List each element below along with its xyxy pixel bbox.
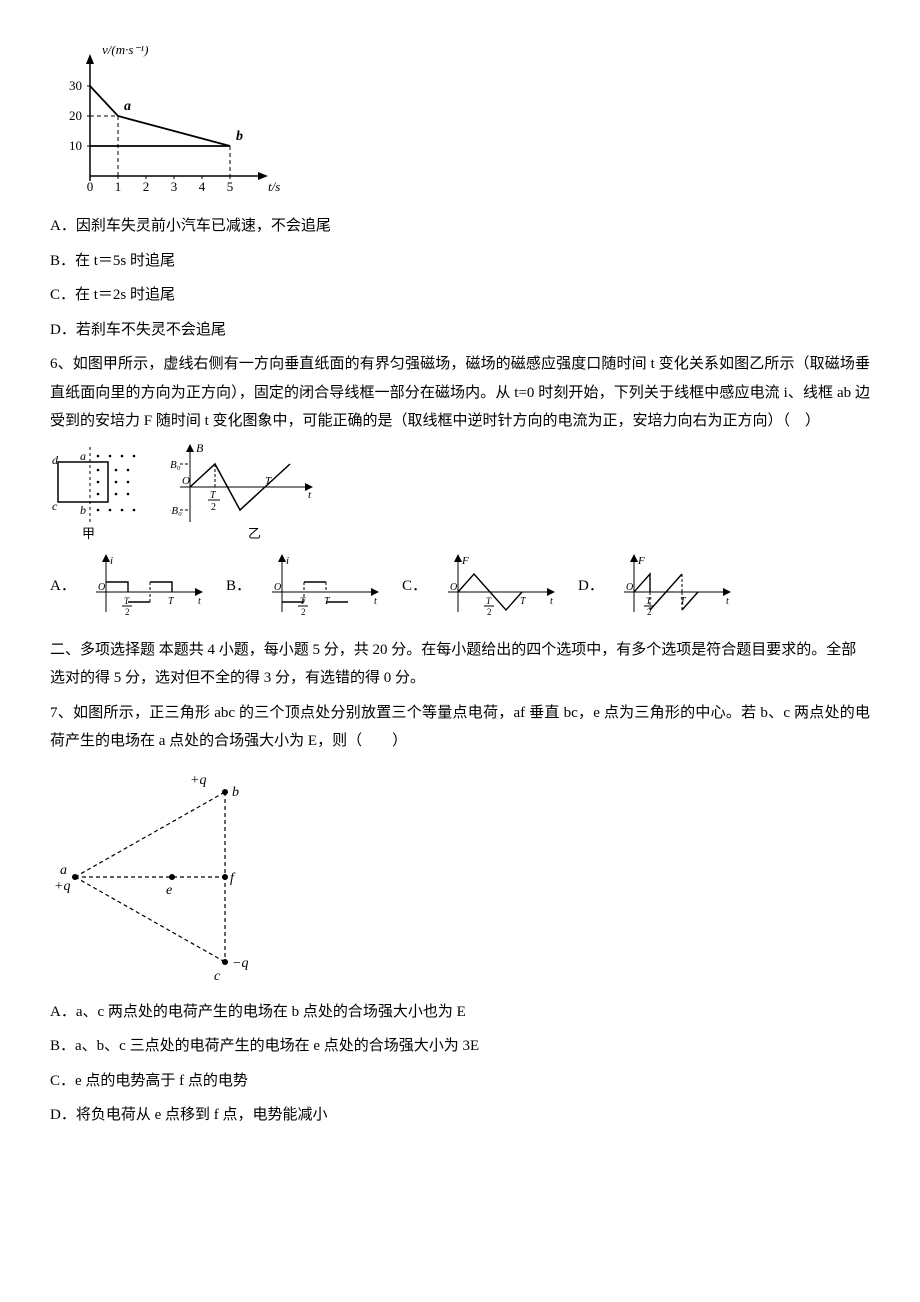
q5-xt2: 2 <box>143 179 150 194</box>
q6-opt-a: A． i O t T 2 T <box>50 552 208 622</box>
q7-lbl-e: e <box>166 883 172 898</box>
q6-stem: 6、如图甲所示，虚线右侧有一方向垂直纸面的有界匀强磁场，磁场的磁感应强度口随时间… <box>50 350 870 436</box>
svg-text:O: O <box>274 582 281 593</box>
q5-xlabel: t/s <box>268 179 280 194</box>
svg-text:T: T <box>486 596 492 606</box>
svg-text:t: t <box>374 596 377 607</box>
svg-text:T: T <box>300 596 306 606</box>
q7-lbl-b: b <box>232 785 239 800</box>
q5-xt5: 5 <box>227 179 234 194</box>
q6-opt-d-label: D． <box>578 572 606 601</box>
q6-options: A． i O t T 2 T B． <box>50 552 870 622</box>
q7-opt-b: B．a、b、c 三点处的电荷产生的电场在 e 点处的合场强大小为 3E <box>50 1032 870 1061</box>
svg-text:F: F <box>461 555 469 567</box>
svg-text:T: T <box>124 596 130 606</box>
q6-lbl-a: a <box>80 449 86 463</box>
q6-lbl-t: t <box>308 489 312 501</box>
q5-xt4: 4 <box>199 179 206 194</box>
q6-lbl-yi: 乙 <box>248 526 261 541</box>
q5-yt20: 20 <box>69 108 82 123</box>
q7-opt-d: D．将负电荷从 e 点移到 f 点，电势能减小 <box>50 1101 870 1130</box>
q6-lbl-B: B <box>196 442 204 455</box>
q7-lbl-f: f <box>230 871 236 886</box>
svg-text:T: T <box>168 596 175 607</box>
q5-opt-b: B．在 t＝5s 时追尾 <box>50 247 870 276</box>
q5-point-b: b <box>236 129 243 144</box>
svg-text:i: i <box>286 555 289 567</box>
q6-fig-yi: B B₀ −B₀ O T t T 2 乙 <box>170 442 320 542</box>
svg-text:t: t <box>550 596 553 607</box>
q5-opt-c: C．在 t＝2s 时追尾 <box>50 281 870 310</box>
svg-text:2: 2 <box>487 607 492 617</box>
q7-opt-c: C．e 点的电势高于 f 点的电势 <box>50 1067 870 1096</box>
svg-text:2: 2 <box>125 607 130 617</box>
q7-lbl-minusqc: −q <box>232 956 248 971</box>
q7-lbl-c: c <box>214 969 221 984</box>
q5-ylabel: v/(m·s⁻¹) <box>102 46 149 57</box>
svg-text:O: O <box>98 582 105 593</box>
svg-text:O: O <box>626 582 633 593</box>
q6-opt-c: C． F O t T 2 T <box>402 552 560 622</box>
svg-text:i: i <box>110 555 113 567</box>
q5-graph-svg: 10 20 30 0 1 2 3 4 5 v/(m·s⁻¹) t/s a b <box>50 46 280 206</box>
svg-text:2: 2 <box>211 502 216 513</box>
q6-opt-d: D． F O t T 2 T <box>578 552 736 622</box>
svg-text:O: O <box>450 582 457 593</box>
svg-text:2: 2 <box>647 607 652 617</box>
q6-lbl-jia: 甲 <box>82 526 95 541</box>
q5-opt-a: A．因刹车失灵前小汽车已减速，不会追尾 <box>50 212 870 241</box>
q6-opt-c-label: C． <box>402 572 430 601</box>
q7-lbl-plusqb: +q <box>190 773 206 788</box>
q5-xt3: 3 <box>171 179 178 194</box>
svg-text:t: t <box>726 596 729 607</box>
q6-lbl-B0p: B₀ <box>170 459 181 471</box>
svg-text:F: F <box>637 555 645 567</box>
q6-opt-a-label: A． <box>50 572 78 601</box>
q6-lbl-c: c <box>52 499 58 513</box>
q6-opt-b: B． i O t T 2 T <box>226 552 384 622</box>
q7-stem: 7、如图所示，正三角形 abc 的三个顶点处分别放置三个等量点电荷，af 垂直 … <box>50 699 870 756</box>
q5-yt30: 30 <box>69 78 82 93</box>
q5-xt0: 0 <box>87 179 94 194</box>
svg-text:T: T <box>646 596 652 606</box>
q7-lbl-a: a <box>60 863 67 878</box>
q6-lbl-O: O <box>182 475 190 487</box>
q6-figure-row: d a c b 甲 B B₀ −B₀ O T t T 2 乙 <box>50 442 870 542</box>
svg-text:2: 2 <box>301 607 306 617</box>
svg-text:t: t <box>198 596 201 607</box>
q5-yt10: 10 <box>69 138 82 153</box>
svg-text:T: T <box>520 596 527 607</box>
svg-text:T: T <box>210 490 217 501</box>
q6-fig-jia: d a c b 甲 <box>50 442 140 542</box>
q6-lbl-B0n: −B₀ <box>170 505 182 517</box>
q6-lbl-d: d <box>52 453 59 467</box>
q7-figure: a +q +q b −q c e f <box>50 762 870 992</box>
q6-lbl-T: T <box>265 475 272 487</box>
q5-opt-d: D．若刹车不失灵不会追尾 <box>50 316 870 345</box>
q7-opt-a: A．a、c 两点处的电荷产生的电场在 b 点处的合场强大小也为 E <box>50 998 870 1027</box>
q5-xt1: 1 <box>115 179 122 194</box>
q6-opt-b-label: B． <box>226 572 254 601</box>
section2-head: 二、多项选择题 本题共 4 小题，每小题 5 分，共 20 分。在每小题给出的四… <box>50 636 870 693</box>
q5-point-a: a <box>124 99 131 114</box>
q6-lbl-b: b <box>80 503 86 517</box>
q7-lbl-plusqa: +q <box>54 879 70 894</box>
q5-graph: 10 20 30 0 1 2 3 4 5 v/(m·s⁻¹) t/s a b <box>50 46 870 206</box>
